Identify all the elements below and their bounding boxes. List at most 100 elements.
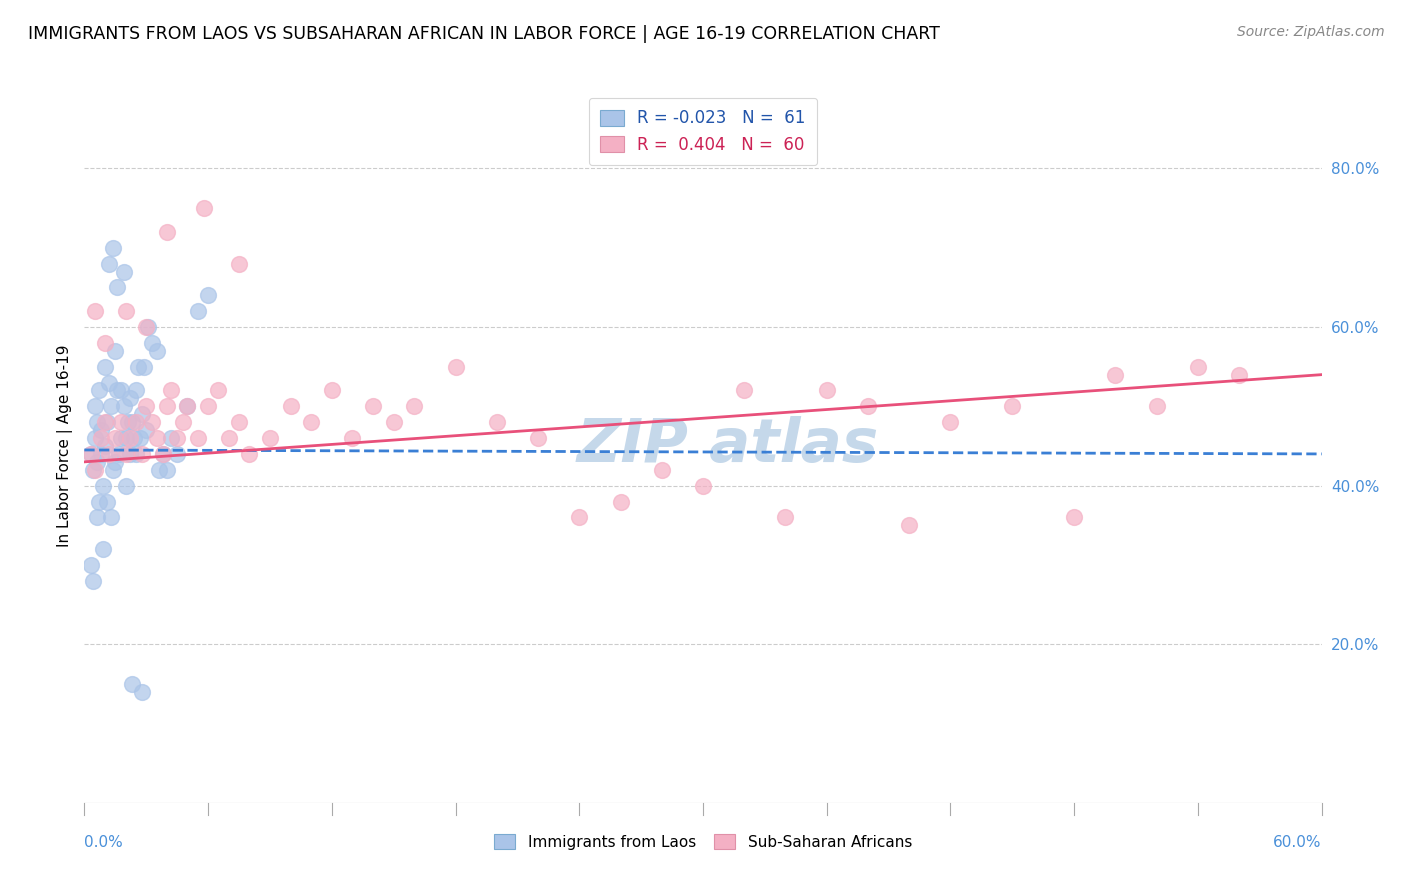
Point [118,392,141,406]
Point [98,376,121,390]
Point [104,455,127,469]
Point [131,447,153,461]
Point [82,463,104,477]
Point [100,510,122,524]
Point [485,415,508,429]
Point [131,407,153,421]
Point [114,304,136,318]
Point [87,494,110,508]
Point [1001,400,1024,414]
Point [94,335,117,350]
Point [141,415,163,429]
Point [280,400,302,414]
Point [160,431,183,445]
Point [98,447,121,461]
Point [197,288,219,302]
Point [156,400,179,414]
Point [187,431,209,445]
Point [609,494,631,508]
Point [83,304,105,318]
Point [568,510,591,524]
Point [898,518,921,533]
Point [79,447,101,461]
Point [125,415,148,429]
Point [193,201,215,215]
Point [815,384,838,398]
Point [110,431,132,445]
Point [83,463,105,477]
Point [361,400,384,414]
Point [160,384,183,398]
Point [135,400,157,414]
Point [86,510,108,524]
Text: 0.0%: 0.0% [84,835,124,849]
Point [91,478,114,492]
Point [104,343,127,358]
Point [117,415,139,429]
Point [121,415,143,429]
Point [90,423,112,437]
Point [91,542,114,557]
Point [651,463,673,477]
Point [135,320,157,334]
Point [131,685,153,699]
Point [86,415,108,429]
Legend: Immigrants from Laos, Sub-Saharan Africans: Immigrants from Laos, Sub-Saharan Africa… [488,828,918,855]
Point [103,463,125,477]
Point [939,415,962,429]
Point [86,455,108,469]
Point [104,431,127,445]
Point [1104,368,1126,382]
Point [152,447,174,461]
Point [166,431,188,445]
Point [103,241,125,255]
Point [299,415,322,429]
Point [156,463,179,477]
Point [207,384,229,398]
Point [110,415,132,429]
Point [145,343,167,358]
Point [775,510,797,524]
Point [321,384,343,398]
Point [141,335,163,350]
Point [83,400,105,414]
Point [145,431,167,445]
Point [108,447,131,461]
Point [112,400,135,414]
Point [166,447,188,461]
Point [94,359,117,374]
Point [105,280,128,294]
Point [114,431,136,445]
Point [98,257,121,271]
Point [152,447,174,461]
Point [114,478,136,492]
Point [172,415,194,429]
Text: ZIP atlas: ZIP atlas [576,417,879,475]
Point [342,431,364,445]
Point [176,400,198,414]
Point [197,400,219,414]
Point [1227,368,1250,382]
Point [527,431,550,445]
Y-axis label: In Labor Force | Age 16-19: In Labor Force | Age 16-19 [58,344,73,548]
Point [1063,510,1085,524]
Point [118,447,141,461]
Text: 60.0%: 60.0% [1274,835,1322,849]
Point [125,384,148,398]
Point [856,400,879,414]
Point [121,677,143,691]
Point [112,264,135,278]
Point [129,431,152,445]
Point [444,359,467,374]
Point [228,257,250,271]
Point [79,447,101,461]
Point [382,415,405,429]
Point [94,439,117,453]
Point [156,225,179,239]
Point [90,447,112,461]
Point [96,415,118,429]
Point [148,463,170,477]
Point [733,384,755,398]
Point [82,574,104,588]
Point [692,478,714,492]
